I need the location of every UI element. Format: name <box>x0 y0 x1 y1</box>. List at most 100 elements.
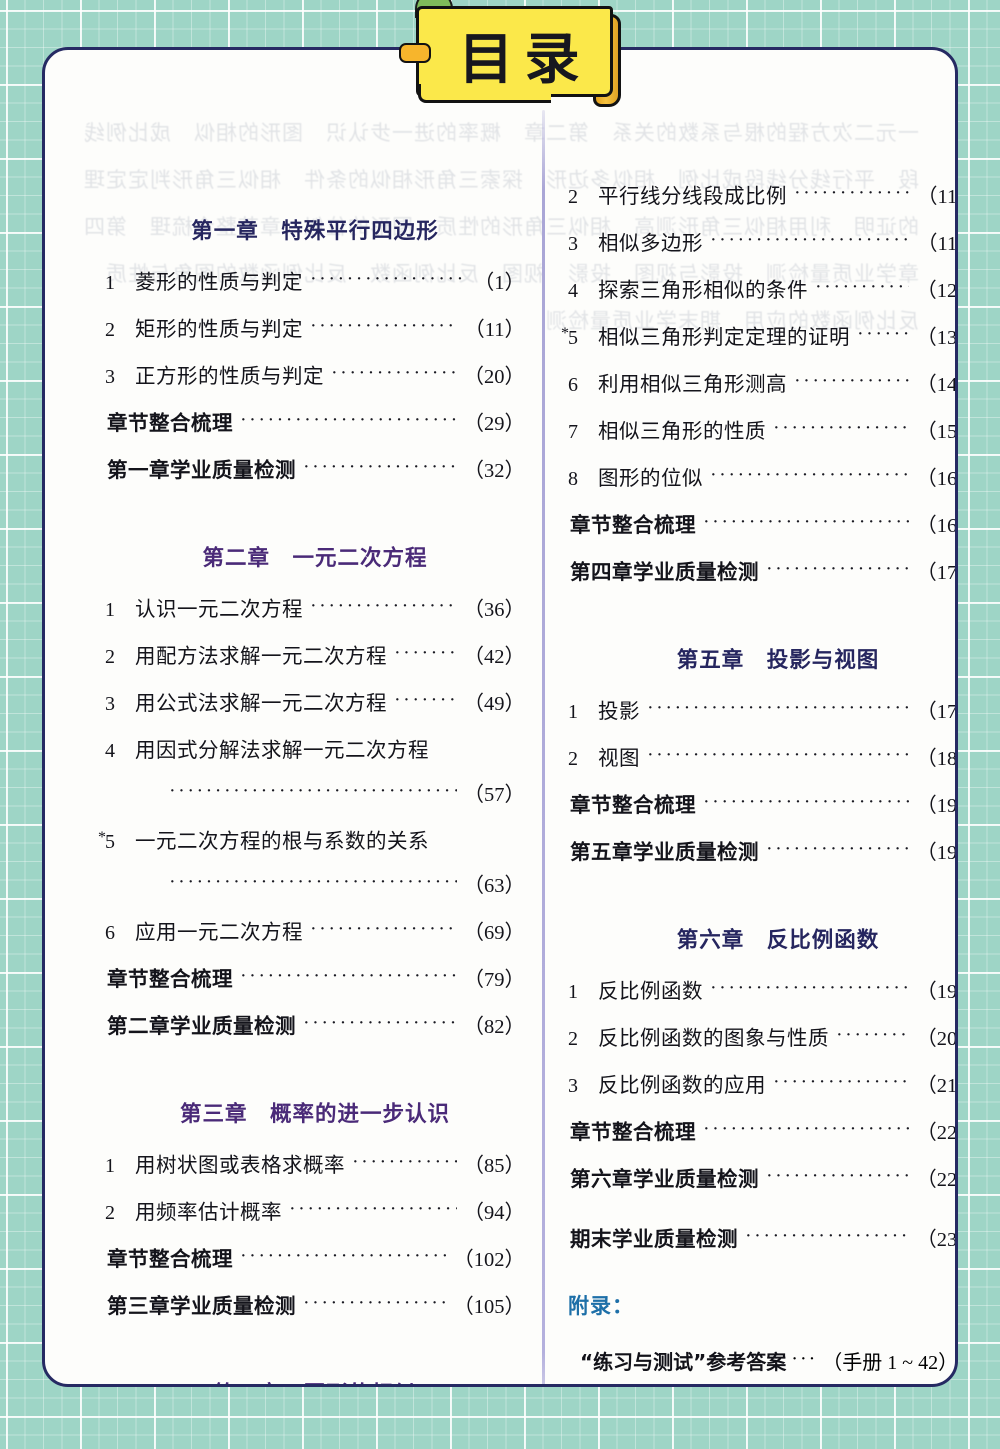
toc-entry[interactable]: 6 应用一元二次方程 （69） <box>105 915 525 945</box>
toc-entry-label: 第五章学业质量检测 <box>570 840 759 864</box>
toc-entry-label: 一元二次方程的根与系数的关系 <box>135 829 429 853</box>
toc-entry[interactable]: 第三章学业质量检测 （105） <box>105 1289 525 1319</box>
toc-entry-page: （169） <box>916 515 958 537</box>
toc-entry-page: （192） <box>916 842 958 864</box>
toc-entry-label: 用树状图或表格求概率 <box>135 1153 345 1177</box>
toc-entry-label: 第六章学业质量检测 <box>570 1167 759 1191</box>
toc-entry-label: 视图 <box>598 746 640 770</box>
toc-entry[interactable]: 章节整合梳理 （79） <box>105 962 525 992</box>
toc-entry-page: （102） <box>453 1249 525 1271</box>
toc-entry-number: 4 <box>105 740 115 762</box>
toc-entry-page: （202） <box>916 1028 958 1050</box>
toc-entry-page: （124） <box>916 280 958 302</box>
toc-entry-label: 矩形的性质与判定 <box>135 317 303 341</box>
toc-entry[interactable]: 1 反比例函数 （195） <box>568 974 958 1004</box>
toc-entry[interactable]: 6 利用相似三角形测高 （142） <box>568 367 955 397</box>
toc-entry[interactable]: 2 矩形的性质与判定 （11） <box>105 312 525 342</box>
toc-entry[interactable]: 章节整合梳理 （102） <box>105 1242 525 1272</box>
toc-entry[interactable]: 章节整合梳理 （190） <box>568 788 958 818</box>
toc-entry[interactable]: 第五章学业质量检测 （192） <box>568 835 958 865</box>
toc-leader-dots <box>703 511 909 534</box>
toc-leader-dots <box>836 1024 909 1047</box>
toc-entry-label: 第二章学业质量检测 <box>107 1014 296 1038</box>
toc-entry[interactable]: 3 正方形的性质与判定 （20） <box>105 359 525 389</box>
toc-entry-page: （63） <box>463 875 526 897</box>
toc-entry-label: 期末学业质量检测 <box>570 1227 738 1251</box>
toc-leader-dots <box>169 871 457 894</box>
toc-leader-dots <box>773 417 909 440</box>
toc-entry-page: （160） <box>916 468 958 490</box>
toc-entry-page: （85） <box>463 1155 526 1177</box>
toc-entry-label: 利用相似三角形测高 <box>598 372 787 396</box>
toc-leader-dots <box>394 689 457 712</box>
toc-entry-page: （1） <box>473 272 525 294</box>
toc-entry[interactable]: 1 用树状图或表格求概率 （85） <box>105 1148 525 1178</box>
toc-entry[interactable]: 2 用频率估计概率 （94） <box>105 1195 525 1225</box>
toc-entry[interactable]: *5 相似三角形判定定理的证明 （134） <box>561 320 958 350</box>
toc-leader-dots <box>766 1165 909 1188</box>
toc-entry[interactable]: 章节整合梳理 （29） <box>105 406 525 436</box>
chapter-heading: 第五章 投影与视图 <box>676 648 880 673</box>
toc-entry[interactable]: 3 相似多边形 （119） <box>568 226 958 256</box>
toc-entry-page: （69） <box>463 922 526 944</box>
toc-entry[interactable]: 1 菱形的性质与判定 （1） <box>105 265 525 295</box>
toc-entry[interactable]: 4 探索三角形相似的条件 （124） <box>568 273 958 303</box>
toc-entry-page: （29） <box>463 413 526 435</box>
toc-entry[interactable]: 1 投影 （176） <box>568 694 955 724</box>
toc-entry[interactable]: 期末学业质量检测 （232） <box>568 1222 955 1252</box>
chapter-heading: 第二章 一元二次方程 <box>202 546 428 571</box>
toc-entry[interactable]: 2 反比例函数的图象与性质 （202） <box>568 1021 958 1051</box>
toc-entry-page: （119） <box>917 233 958 255</box>
toc-entry-number: 4 <box>568 280 578 302</box>
toc-entry[interactable]: 2 用配方法求解一元二次方程 （42） <box>105 639 525 669</box>
toc-leader-dots <box>310 268 467 291</box>
toc-entry[interactable]: 章节整合梳理 （223） <box>568 1115 955 1145</box>
toc-entry-label: 第三章学业质量检测 <box>107 1294 296 1318</box>
toc-entry-number: * 5 <box>561 325 578 349</box>
toc-entry[interactable]: 4 用因式分解法求解一元二次方程 <box>105 733 525 763</box>
toc-entry-label: 反比例函数的图象与性质 <box>598 1026 829 1050</box>
toc-leader-dots <box>710 464 909 487</box>
toc-entry-page: （57） <box>463 784 526 806</box>
toc-entry[interactable]: 7 相似三角形的性质 （151） <box>568 414 955 444</box>
toc-entry[interactable]: 第二章学业质量检测 （82） <box>105 1009 525 1039</box>
toc-entry[interactable]: 1 认识一元二次方程 （36） <box>105 592 525 622</box>
toc-entry-label: 投影 <box>598 699 640 723</box>
toc-entry[interactable]: 第四章学业质量检测 （172） <box>568 555 955 585</box>
toc-entry-label: 相似三角形判定定理的证明 <box>598 325 850 349</box>
toc-entry[interactable]: 章节整合梳理 （169） <box>568 508 958 538</box>
toc-entry-number: 2 <box>568 186 578 208</box>
toc-entry[interactable]: 2 平行线分线段成比例 （114） <box>568 179 955 209</box>
toc-entry-page: （190） <box>916 795 958 817</box>
asterisk-icon: * <box>98 829 106 846</box>
toc-entry-page: （134） <box>916 327 958 349</box>
toc-entry-label: 用公式法求解一元二次方程 <box>135 691 387 715</box>
toc-entry-continuation[interactable]: 4（57） <box>105 777 526 807</box>
toc-entry[interactable]: 3 反比例函数的应用 （210） <box>568 1068 955 1098</box>
toc-leader-dots <box>815 276 909 299</box>
toc-leader-dots <box>310 315 457 338</box>
toc-entry-page: （195） <box>916 981 958 1003</box>
toc-entry-number: 2 <box>105 319 115 341</box>
toc-entry[interactable]: 第一章学业质量检测 （32） <box>105 453 525 483</box>
toc-entry[interactable]: 8 图形的位似 （160） <box>568 461 958 491</box>
appendix-entry[interactable]: “练习与测试”参考答案 ··· （手册 1 ~ 42） <box>580 1346 955 1375</box>
toc-entry-label: 用因式分解法求解一元二次方程 <box>135 738 429 762</box>
toc-entry-continuation[interactable]: 5（63） <box>105 868 526 898</box>
toc-entry-label: 相似三角形的性质 <box>598 419 766 443</box>
toc-entry-number: 3 <box>105 366 115 388</box>
toc-leader-dots <box>303 456 457 479</box>
asterisk-icon: * <box>561 325 569 342</box>
toc-entry[interactable]: 第六章学业质量检测 （227） <box>568 1162 958 1192</box>
toc-entry-label: 用配方法求解一元二次方程 <box>135 644 387 668</box>
toc-entry[interactable]: 3 用公式法求解一元二次方程 （49） <box>105 686 525 716</box>
toc-entry[interactable]: 2 视图 （184） <box>568 741 955 771</box>
toc-leader-dots <box>710 977 909 1000</box>
toc-entry-number: 7 <box>568 421 578 443</box>
toc-entry-page: （227） <box>916 1169 958 1191</box>
toc-entry-label: 相似多边形 <box>598 231 703 255</box>
toc-entry[interactable]: * 5 一元二次方程的根与系数的关系 <box>98 824 525 854</box>
chapter-heading: 第三章 概率的进一步认识 <box>179 1102 450 1127</box>
toc-entry-page: （32） <box>463 460 526 482</box>
toc-entry-label: 章节整合梳理 <box>570 793 696 817</box>
